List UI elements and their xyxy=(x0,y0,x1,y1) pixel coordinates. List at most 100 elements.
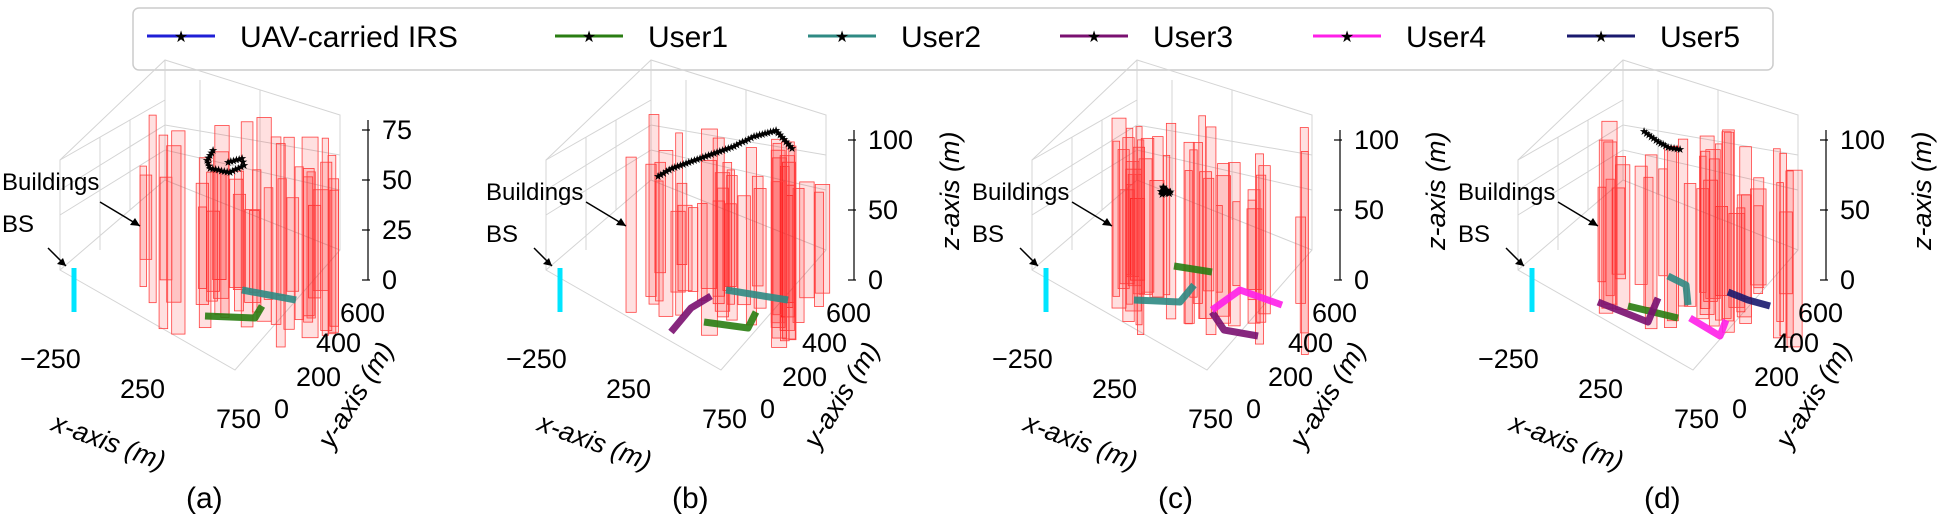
uav-point: ★ xyxy=(231,164,241,176)
uav-point: ★ xyxy=(723,143,733,155)
legend-star-user4: ★ xyxy=(1340,29,1354,46)
building xyxy=(714,172,731,312)
y-tick-label: 200 xyxy=(296,362,341,392)
building xyxy=(1779,152,1787,336)
uav-point: ★ xyxy=(1656,138,1666,150)
building xyxy=(171,130,186,335)
building xyxy=(1666,146,1679,322)
uav-point: ★ xyxy=(678,159,688,171)
building xyxy=(166,145,182,303)
panel-2: ★★★★★★★★★★★★★★★★★★★★★★★★★★★★★★★★★★★★★★★★… xyxy=(486,59,965,515)
uav-point: ★ xyxy=(692,154,702,166)
building xyxy=(1724,131,1734,322)
y-tick-label: 600 xyxy=(340,298,385,328)
uav-point: ★ xyxy=(203,158,213,170)
uav-point: ★ xyxy=(1156,186,1166,198)
building xyxy=(277,178,287,296)
building xyxy=(726,169,735,305)
uav-point: ★ xyxy=(743,134,753,146)
building xyxy=(148,114,157,304)
uav-point: ★ xyxy=(1661,141,1671,153)
z-tick-label: 25 xyxy=(382,215,412,245)
building xyxy=(240,121,254,328)
building xyxy=(799,181,815,299)
building xyxy=(792,187,805,323)
building xyxy=(1699,135,1715,315)
building xyxy=(1750,188,1767,286)
building xyxy=(1605,178,1615,297)
building xyxy=(263,187,274,300)
building xyxy=(1112,140,1121,297)
y-tick-label: 400 xyxy=(1774,328,1819,358)
uav-point: ★ xyxy=(664,165,674,177)
building xyxy=(726,175,738,321)
uav-point: ★ xyxy=(766,127,776,139)
building xyxy=(158,134,169,330)
trajectory-user3 xyxy=(1209,310,1259,340)
building xyxy=(1198,115,1206,319)
building xyxy=(1753,205,1764,294)
uav-point: ★ xyxy=(781,136,791,148)
z-axis-label: z-axis (m) xyxy=(1421,132,1451,251)
building xyxy=(139,174,153,260)
x-tick-label: 250 xyxy=(1092,374,1137,404)
building xyxy=(283,136,295,330)
trajectory-user4 xyxy=(1209,286,1284,313)
uav-point: ★ xyxy=(1158,183,1168,195)
legend-entry-user3: ★ User3 xyxy=(1060,21,1233,54)
panel-3: ★★★★★★★★★★★★★★★★★ Buildings BS −250 250 750 x-… xyxy=(972,59,1451,515)
z-tick-label: 50 xyxy=(1354,195,1384,225)
z-axis: 0 50 100 xyxy=(848,125,913,295)
building xyxy=(1228,162,1241,327)
uav-point: ★ xyxy=(670,162,680,174)
grid-line xyxy=(650,179,827,251)
uav-point: ★ xyxy=(228,166,238,178)
uav-point: ★ xyxy=(785,141,795,153)
building xyxy=(724,203,737,287)
building xyxy=(654,161,666,274)
building xyxy=(1138,158,1153,295)
uav-point: ★ xyxy=(214,165,224,177)
uav-point: ★ xyxy=(760,128,770,140)
building xyxy=(753,188,767,309)
uav-point: ★ xyxy=(695,153,705,165)
uav-point: ★ xyxy=(231,155,241,167)
panel-1: ★★★★★★★★★★★★★★★★★★★★★★★★★★★ Buildings BS −2… xyxy=(2,59,412,515)
building xyxy=(645,163,657,297)
y-tick-label: 200 xyxy=(782,362,827,392)
uav-point: ★ xyxy=(1653,136,1663,148)
panels: ★★★★★★★★★★★★★★★★★★★★★★★★★★★BuildingsBS−2… xyxy=(2,59,1937,515)
buildings xyxy=(625,114,831,348)
building xyxy=(1183,141,1195,324)
z-tick-label: 50 xyxy=(868,195,898,225)
uav-point: ★ xyxy=(202,155,212,167)
building xyxy=(1255,153,1264,345)
y-tick-label: 0 xyxy=(760,394,775,424)
uav-point: ★ xyxy=(208,145,218,157)
grid-line xyxy=(59,99,166,161)
building xyxy=(320,161,333,331)
uav-point: ★ xyxy=(1165,187,1175,199)
z-tick-label: 100 xyxy=(868,125,913,155)
z-tick-label: 100 xyxy=(1354,125,1399,155)
x-tick-label: 250 xyxy=(1578,374,1623,404)
building xyxy=(814,184,831,294)
uav-point: ★ xyxy=(1162,185,1172,197)
legend-label-user5: User5 xyxy=(1660,21,1740,54)
building xyxy=(1247,189,1261,324)
uav-point: ★ xyxy=(205,163,215,175)
building xyxy=(286,197,300,292)
uav-point: ★ xyxy=(225,167,235,179)
building xyxy=(1217,163,1230,317)
uav-point: ★ xyxy=(1164,188,1174,200)
uav-point: ★ xyxy=(223,157,233,169)
building xyxy=(1728,213,1745,308)
legend-entry-user4: ★ User4 xyxy=(1313,21,1486,54)
uav-point: ★ xyxy=(1163,187,1173,199)
user-trajectories xyxy=(204,286,297,322)
uav-trajectory: ★★★★★★★★★★★★★★★★★★★★★★★★★★★★★★★★★★★★★★★★… xyxy=(653,125,797,183)
uav-point: ★ xyxy=(1651,135,1661,147)
arrowhead xyxy=(1029,258,1038,266)
grid-line xyxy=(545,179,652,271)
